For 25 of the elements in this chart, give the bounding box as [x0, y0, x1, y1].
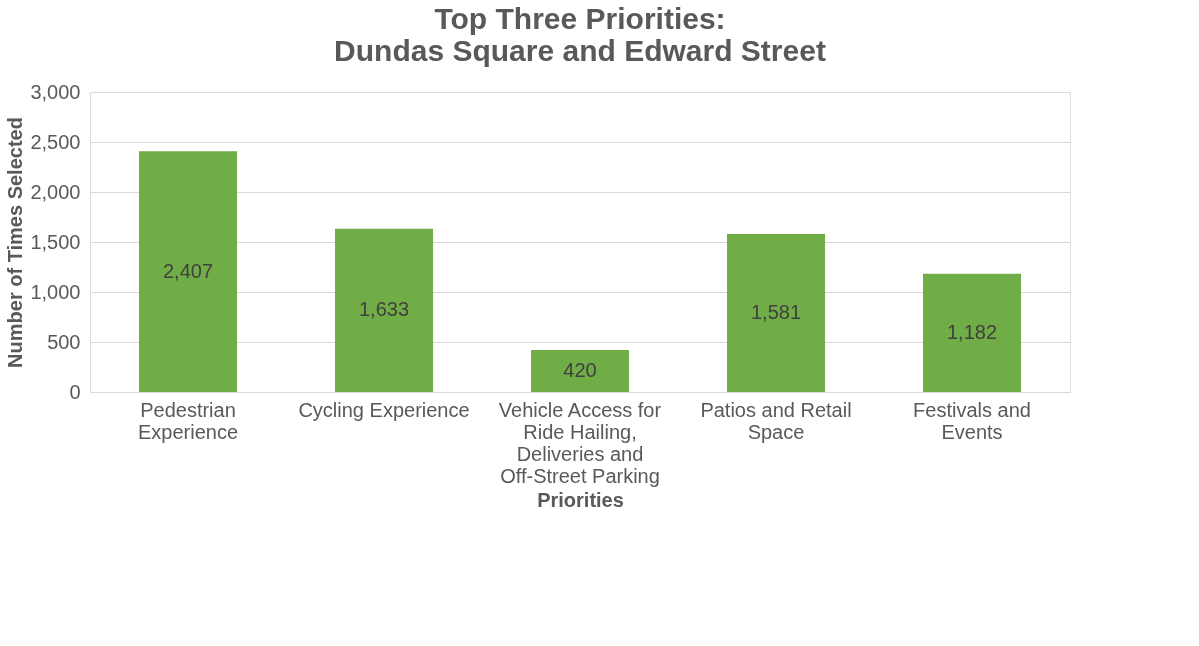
y-tick-label: 2,500 [30, 130, 81, 153]
bar [727, 233, 825, 392]
data-label: 1,581 [750, 300, 802, 323]
data-label: 1,182 [946, 320, 998, 343]
y-tick-label: 2,000 [30, 180, 81, 203]
bar [335, 228, 433, 392]
x-tick-label: Vehicle Access for Ride Hailing, Deliveries and Off-Street Parking [498, 398, 662, 487]
y-tick-label: 1,500 [30, 230, 81, 253]
bar [139, 151, 237, 392]
x-tick-label: Pedestrian Experience [137, 398, 239, 443]
bar [923, 273, 1021, 392]
x-tick-label: Patios and Retail Space [700, 398, 852, 443]
x-tick-label: Festivals and Events [913, 398, 1031, 443]
y-tick-label: 0 [69, 380, 81, 403]
y-tick-label: 1,000 [30, 280, 81, 303]
x-tick-label: Cycling Experience [298, 398, 470, 421]
data-label: 420 [563, 359, 597, 381]
bar [531, 350, 629, 392]
y-tick-label: 3,000 [30, 80, 81, 103]
y-tick-label: 500 [47, 330, 81, 353]
chart-title: Top Three Priorities: Dundas Square and Edward Street [334, 2, 826, 67]
data-label: 1,633 [358, 298, 410, 321]
y-axis-title: Number of Times Selected [4, 117, 27, 368]
x-axis-title: Priorities [537, 488, 624, 511]
data-label: 2,407 [162, 259, 214, 282]
